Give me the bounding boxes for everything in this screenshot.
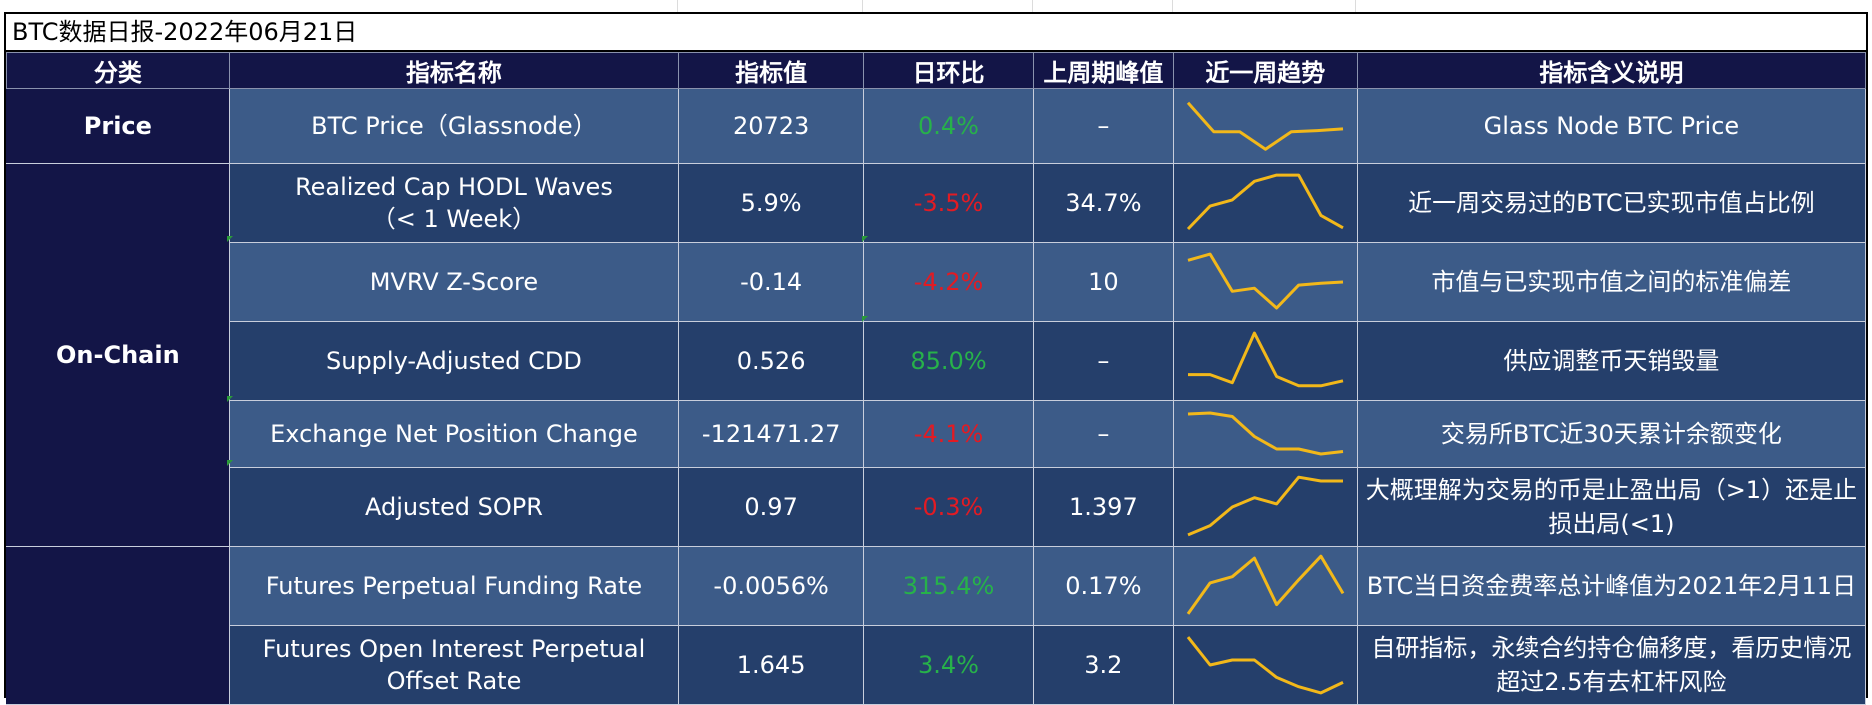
sparkline-chart [1186,554,1345,615]
grid-line [862,0,863,12]
sparkline-cell[interactable] [1172,467,1358,547]
cell-comment-marker [862,316,868,322]
table-row: Price BTC Price（Glassnode） 20723 0.4% – Glass… [6,88,1867,164]
metric-dod-cell[interactable]: -4.2% [863,242,1034,322]
sparkline-cell[interactable] [1172,242,1358,322]
report-title[interactable]: BTC数据日报-2022年06月21日 [6,14,1866,52]
grid-line [1355,0,1356,12]
metric-dod-cell[interactable]: 3.4% [863,625,1034,705]
metric-dod-cell[interactable]: 85.0% [863,321,1034,401]
table-row: Exchange Net Position Change -121471.27 -4… [7,400,1867,468]
metrics-table: 分类 指标名称 指标值 日环比 上周期峰值 近一周趋势 指标含义说明 Price… [6,52,1867,705]
metric-name-cell[interactable]: Futures Perpetual Funding Rate [228,546,680,626]
grid-line [1032,0,1033,12]
metric-name-cell[interactable]: Futures Open Interest Perpetual Offset R… [228,625,680,705]
metric-value-cell[interactable]: 20723 [678,88,865,164]
table-row: Futures Perpetual Funding Rate -0.0056% 31… [6,546,1867,705]
metric-value-cell[interactable]: 0.97 [678,467,865,547]
sparkline-chart [1187,411,1343,456]
sparkline-series [1187,475,1343,537]
metric-peak-cell[interactable]: 34.7% [1032,163,1174,243]
sparkline-chart [1187,331,1344,388]
metric-value-cell[interactable]: 0.526 [678,321,865,401]
metric-name-cell[interactable]: Supply-Adjusted CDD [228,321,680,401]
category-cell[interactable] [6,546,230,705]
grid-line [677,0,678,12]
metric-peak-cell[interactable]: 0.17% [1032,546,1174,626]
metric-desc-cell[interactable]: 自研指标，永续合约持仓偏移度，看历史情况超过2.5有去杠杆风险 [1356,625,1867,705]
sparkline-chart [1186,636,1344,695]
metric-name-cell[interactable]: Realized Cap HODL Waves （< 1 Week） [228,163,680,243]
cell-comment-marker [227,460,233,466]
sparkline-series [1186,173,1344,231]
metric-peak-cell[interactable]: – [1032,400,1174,468]
category-cell[interactable]: On-Chain [6,163,230,547]
header-category[interactable]: 分类 [6,52,230,89]
metric-peak-cell[interactable]: – [1032,321,1174,401]
metric-value-cell[interactable]: 1.645 [678,625,865,705]
header-trend[interactable]: 近一周趋势 [1172,52,1358,89]
metric-desc-cell[interactable]: 交易所BTC近30天累计余额变化 [1356,400,1867,468]
sparkline-series [1186,636,1344,695]
sparkline-series [1187,331,1344,388]
sparkline-chart [1186,173,1344,231]
table-row: MVRV Z-Score -0.14 -4.2% 10 市值与已实现市值之间的标准偏差 [7,242,1867,322]
header-peak[interactable]: 上周期峰值 [1032,52,1174,89]
table-row: On-Chain Realized Cap HODL Waves （< 1 Wee… [6,163,1867,547]
metric-peak-cell[interactable]: – [1032,88,1174,164]
metric-name-cell[interactable]: MVRV Z-Score [228,242,680,322]
metric-dod-cell[interactable]: 0.4% [863,88,1034,164]
metric-value-cell[interactable]: 5.9% [678,163,865,243]
metric-peak-cell[interactable]: 1.397 [1032,467,1174,547]
metric-desc-cell[interactable]: 市值与已实现市值之间的标准偏差 [1356,242,1867,322]
sparkline-cell[interactable] [1172,321,1358,401]
metric-value-cell[interactable]: -121471.27 [678,400,865,468]
metric-desc-cell[interactable]: 供应调整币天销毁量 [1356,321,1867,401]
sparkline-cell[interactable] [1172,546,1358,626]
metric-name-cell[interactable]: Adjusted SOPR [228,467,680,547]
header-dod[interactable]: 日环比 [863,52,1034,89]
table-row: Adjusted SOPR 0.97 -0.3% 1.397 大概理解为交易的币是止盈出… [7,467,1867,547]
table-row: Supply-Adjusted CDD 0.526 85.0% – 供应调整币天销毁量 [7,321,1867,401]
sparkline-series [1186,554,1345,615]
sparkline-cell[interactable] [1172,163,1358,243]
metric-desc-cell[interactable]: 大概理解为交易的币是止盈出局（>1）还是止损出局(<1) [1356,467,1867,547]
header-value[interactable]: 指标值 [678,52,865,89]
sparkline-chart [1187,475,1343,537]
metric-value-cell[interactable]: -0.14 [678,242,865,322]
report-table-frame: BTC数据日报-2022年06月21日 分类 指标名称 指标值 日环比 上周期峰… [4,12,1868,705]
sparkline-cell[interactable] [1172,625,1358,705]
cell-comment-marker [227,236,233,242]
sparkline-series [1186,101,1343,151]
sparkline-chart [1186,101,1343,151]
metric-value-cell[interactable]: -0.0056% [678,546,865,626]
grid-line [1172,0,1173,12]
metric-dod-cell[interactable]: -0.3% [863,467,1034,547]
sparkline-series [1187,252,1343,310]
metric-dod-cell[interactable]: 315.4% [863,546,1034,626]
sparkline-cell[interactable] [1172,400,1358,468]
metric-desc-cell[interactable]: BTC当日资金费率总计峰值为2021年2月11日 [1356,546,1867,626]
sparkline-cell[interactable] [1172,88,1358,164]
sparkline-chart [1187,252,1343,310]
metric-peak-cell[interactable]: 10 [1032,242,1174,322]
sparkline-series [1187,411,1343,456]
metric-desc-cell[interactable]: Glass Node BTC Price [1356,88,1867,164]
cell-comment-marker [862,236,868,242]
header-name[interactable]: 指标名称 [228,52,680,89]
metric-peak-cell[interactable]: 3.2 [1032,625,1174,705]
metric-name-cell[interactable]: Exchange Net Position Change [228,400,680,468]
metric-name-cell[interactable]: BTC Price（Glassnode） [228,88,680,164]
metric-dod-cell[interactable]: -4.1% [863,400,1034,468]
metric-dod-cell[interactable]: -3.5% [863,163,1034,243]
cell-comment-marker [227,396,233,402]
table-row: Futures Open Interest Perpetual Offset R… [7,625,1867,705]
category-cell[interactable]: Price [6,88,230,164]
header-row: 分类 指标名称 指标值 日环比 上周期峰值 近一周趋势 指标含义说明 [6,52,1867,89]
header-desc[interactable]: 指标含义说明 [1356,52,1867,89]
metric-desc-cell[interactable]: 近一周交易过的BTC已实现市值占比例 [1356,163,1867,243]
